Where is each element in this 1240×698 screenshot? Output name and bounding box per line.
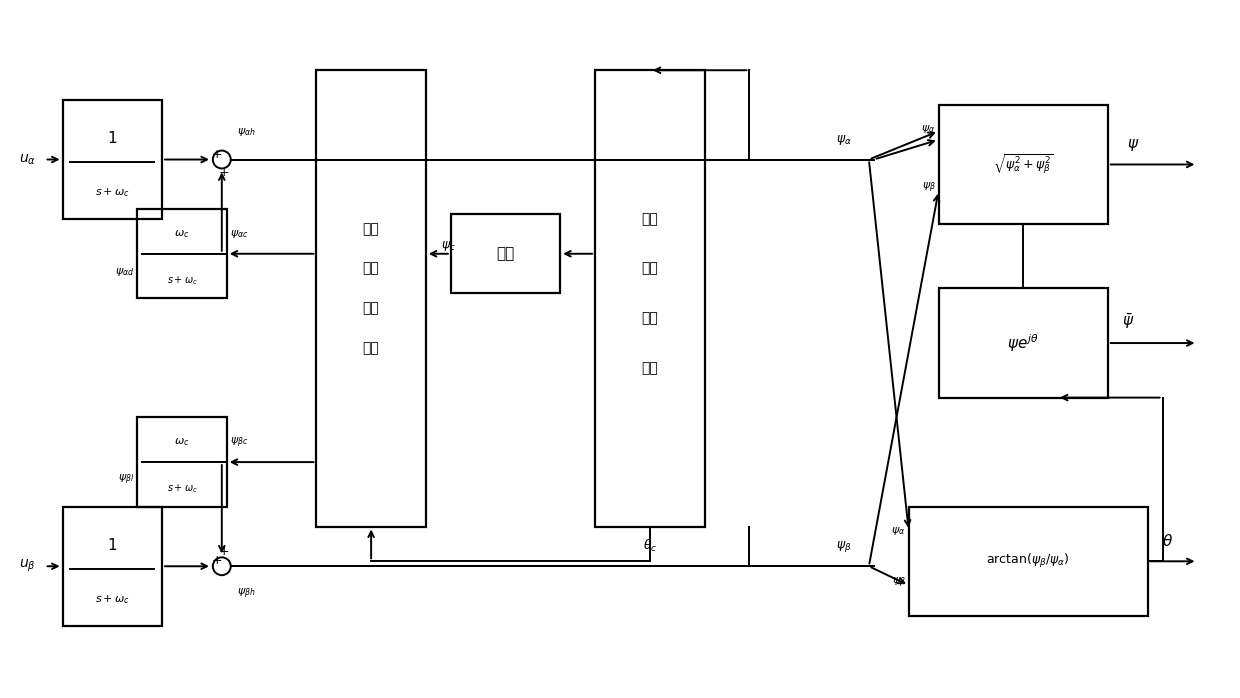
Text: $+$: $+$ [218, 166, 229, 179]
Text: $1$: $1$ [107, 130, 118, 146]
Text: $\psi_{\alpha}$: $\psi_{\alpha}$ [921, 123, 935, 135]
Text: $+$: $+$ [211, 554, 222, 567]
Text: $\psi_c$: $\psi_c$ [440, 239, 456, 253]
Text: $\psi_{\alpha c}$: $\psi_{\alpha c}$ [229, 228, 248, 240]
Text: $s+\omega_c$: $s+\omega_c$ [94, 186, 130, 199]
Text: $\psi_{\alpha}$: $\psi_{\alpha}$ [836, 133, 852, 147]
Text: $\psi_{\beta h}$: $\psi_{\beta h}$ [237, 587, 255, 601]
Bar [939, 288, 1107, 398]
Text: $+$: $+$ [211, 147, 222, 161]
Text: $1$: $1$ [107, 537, 118, 553]
Text: $\bar{\psi}$: $\bar{\psi}$ [1121, 312, 1133, 331]
Text: 坐标: 坐标 [363, 341, 379, 355]
Text: 极坐: 极坐 [363, 222, 379, 236]
Text: $s+\omega_c$: $s+\omega_c$ [166, 274, 197, 287]
Text: 到极: 到极 [641, 311, 658, 325]
Text: $\psi_{\beta c}$: $\psi_{\beta c}$ [229, 436, 248, 450]
Text: $\psi_{\beta}$: $\psi_{\beta}$ [921, 181, 935, 195]
Text: $\sqrt{\psi_{\alpha}^2+\psi_{\beta}^2}$: $\sqrt{\psi_{\alpha}^2+\psi_{\beta}^2}$ [993, 153, 1054, 177]
Text: $s+\omega_c$: $s+\omega_c$ [94, 593, 130, 606]
Text: 限幅: 限幅 [496, 246, 515, 261]
Text: $\psi_{\alpha d}$: $\psi_{\alpha d}$ [115, 266, 134, 278]
Bar [62, 100, 162, 219]
Text: $s+\omega_c$: $s+\omega_c$ [166, 482, 197, 496]
Bar [451, 214, 560, 293]
Text: $\psi_{\alpha h}$: $\psi_{\alpha h}$ [237, 126, 255, 138]
Bar [909, 507, 1148, 616]
Text: 坐标: 坐标 [641, 262, 658, 276]
Text: $\psi_{\beta}$: $\psi_{\beta}$ [892, 576, 905, 591]
Text: $+$: $+$ [218, 545, 229, 558]
Bar [939, 105, 1107, 224]
Text: 直角: 直角 [363, 302, 379, 315]
Bar [62, 507, 162, 626]
Text: $\omega_c$: $\omega_c$ [175, 228, 190, 240]
Text: $\psi_{\alpha}$: $\psi_{\alpha}$ [892, 525, 905, 537]
Text: 标到: 标到 [363, 262, 379, 276]
Text: $\arctan(\psi_{\beta}/\psi_{\alpha})$: $\arctan(\psi_{\beta}/\psi_{\alpha})$ [986, 552, 1070, 570]
Text: $\psi_{\beta}$: $\psi_{\beta}$ [836, 539, 852, 554]
Text: $\omega_c$: $\omega_c$ [175, 436, 190, 448]
Text: $\theta_c$: $\theta_c$ [642, 538, 657, 554]
Text: $u_{\beta}$: $u_{\beta}$ [20, 558, 36, 574]
Text: 直角: 直角 [641, 212, 658, 226]
Text: $\psi$: $\psi$ [1127, 137, 1138, 153]
Text: $\psi_{\beta l}$: $\psi_{\beta l}$ [118, 473, 134, 487]
Text: $\theta$: $\theta$ [1162, 533, 1173, 549]
Text: $u_{\alpha}$: $u_{\alpha}$ [19, 152, 36, 167]
Bar [138, 417, 227, 507]
Bar [138, 209, 227, 299]
Text: $\psi e^{j\theta}$: $\psi e^{j\theta}$ [1007, 332, 1039, 354]
Bar [316, 70, 425, 526]
Text: 坐标: 坐标 [641, 361, 658, 375]
Bar [595, 70, 704, 526]
